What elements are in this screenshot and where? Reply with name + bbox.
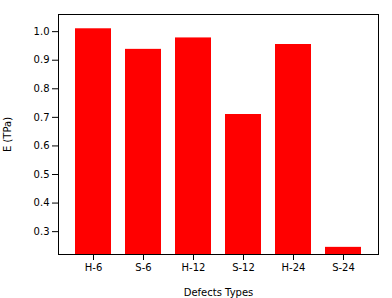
svg-text:S-12: S-12 [232, 262, 255, 273]
svg-text:0.7: 0.7 [34, 112, 50, 123]
svg-text:0.3: 0.3 [34, 226, 50, 237]
svg-text:Defects Types: Defects Types [184, 287, 254, 298]
svg-text:0.9: 0.9 [34, 54, 50, 65]
svg-text:0.4: 0.4 [34, 197, 50, 208]
svg-text:0.8: 0.8 [34, 83, 50, 94]
svg-text:E (TPa): E (TPa) [2, 117, 13, 152]
svg-text:1.0: 1.0 [34, 26, 50, 37]
svg-text:S-6: S-6 [135, 262, 151, 273]
svg-text:0.6: 0.6 [34, 140, 50, 151]
svg-text:H-24: H-24 [282, 262, 306, 273]
svg-text:H-12: H-12 [182, 262, 206, 273]
svg-text:H-6: H-6 [85, 262, 103, 273]
svg-text:S-24: S-24 [332, 262, 355, 273]
svg-text:0.5: 0.5 [34, 169, 50, 180]
